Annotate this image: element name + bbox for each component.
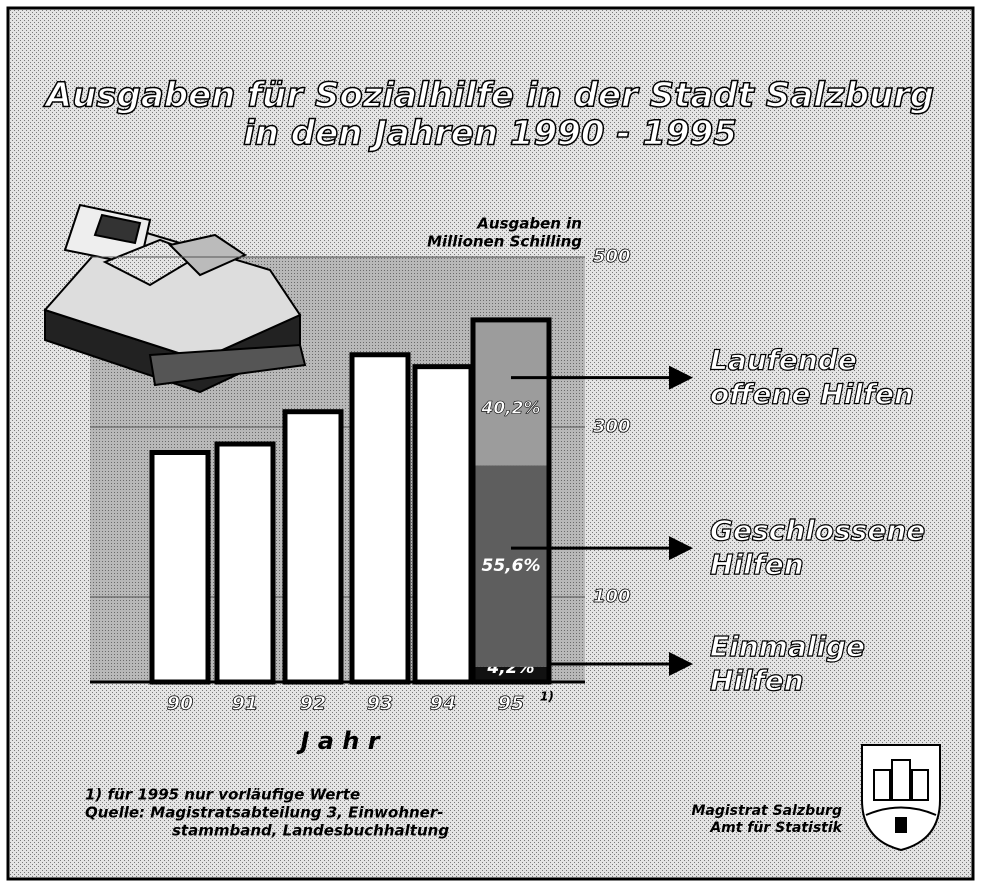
x-tick-label: 93 — [367, 693, 393, 715]
footnote: 1) für 1995 nur vorläufige Werte — [85, 786, 360, 804]
x-tick-label: 90 — [167, 693, 193, 715]
bar — [285, 412, 341, 682]
x-tick-label: 94 — [430, 693, 456, 715]
y-tick-label: 100 — [593, 586, 631, 607]
bar — [415, 367, 471, 682]
legend-label: Einmalige — [710, 630, 865, 663]
credit: Amt für Statistik — [709, 820, 843, 836]
chart-title: in den Jahren 1990 - 1995 — [243, 114, 737, 154]
legend-label: Geschlossene — [710, 514, 925, 547]
legend-label: offene Hilfen — [710, 378, 914, 411]
x-axis-label: J a h r — [296, 727, 381, 755]
source: stammband, Landesbuchhaltung — [172, 822, 449, 840]
data-label: 55,6% — [482, 556, 541, 576]
y-axis-label: Millionen Schilling — [427, 233, 582, 251]
bar — [152, 453, 208, 683]
x-tick-label: 92 — [300, 693, 326, 715]
y-tick-label: 500 — [593, 246, 631, 267]
chart: Ausgaben für Sozialhilfe in der Stadt Sa… — [0, 0, 981, 887]
data-label: 40,2% — [481, 399, 541, 419]
city-crest — [862, 745, 940, 850]
source: Quelle: Magistratsabteilung 3, Einwohner… — [85, 804, 443, 822]
legend-label: Laufende — [710, 344, 857, 377]
x-tick-label: 95 — [498, 693, 524, 715]
bar — [352, 355, 408, 682]
footnote-marker: 1) — [540, 690, 554, 704]
legend-label: Hilfen — [710, 664, 804, 697]
credit: Magistrat Salzburg — [691, 803, 842, 819]
x-tick-label: 91 — [232, 693, 258, 715]
y-tick-label: 300 — [593, 416, 631, 437]
bar-segment — [473, 320, 549, 466]
legend-label: Hilfen — [710, 548, 804, 581]
chart-title: Ausgaben für Sozialhilfe in der Stadt Sa… — [43, 76, 935, 116]
y-axis-label: Ausgaben in — [476, 215, 582, 233]
bar — [217, 444, 273, 682]
